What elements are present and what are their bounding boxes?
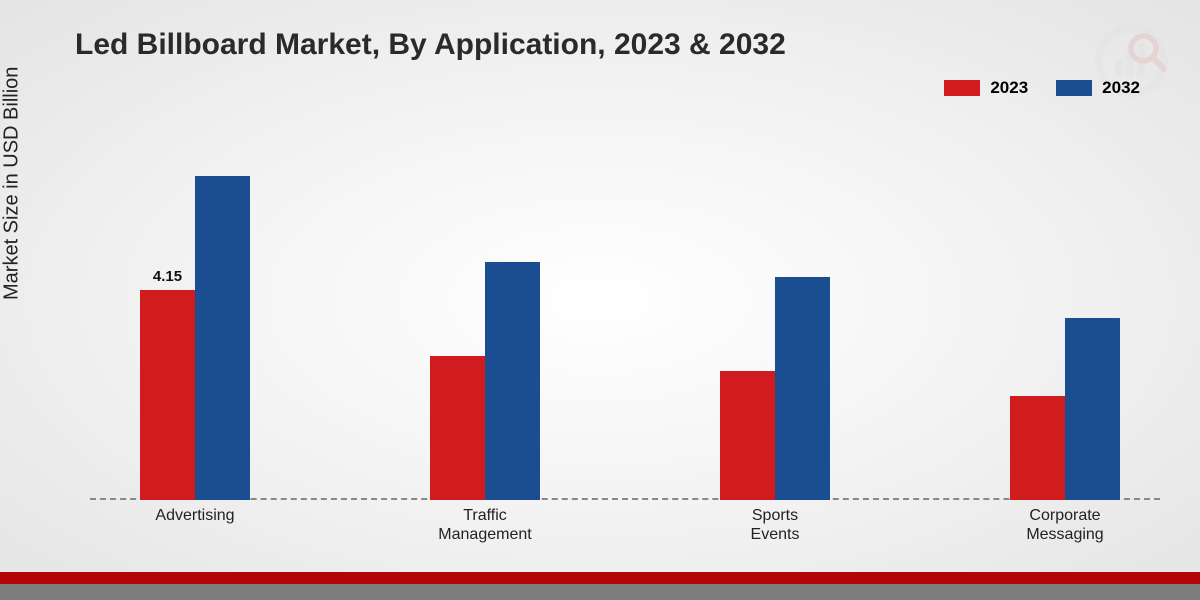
- bar-group: Corporate Messaging: [980, 318, 1150, 500]
- x-axis-category-label: Sports Events: [751, 506, 800, 544]
- legend-label-2032: 2032: [1102, 78, 1140, 98]
- x-axis-category-label: Corporate Messaging: [1026, 506, 1103, 544]
- bar-2032: [775, 277, 830, 500]
- legend-swatch-2032: [1056, 80, 1092, 96]
- legend-swatch-2023: [944, 80, 980, 96]
- chart-title: Led Billboard Market, By Application, 20…: [75, 28, 786, 62]
- chart-canvas: Led Billboard Market, By Application, 20…: [0, 0, 1200, 600]
- legend-item-2023: 2023: [944, 78, 1028, 98]
- bar-2023: [720, 371, 775, 500]
- bar-2032: [485, 262, 540, 500]
- legend-item-2032: 2032: [1056, 78, 1140, 98]
- bar-2032: [195, 176, 250, 500]
- footer-grey-stripe: [0, 584, 1200, 600]
- x-axis-category-label: Advertising: [155, 506, 234, 525]
- bar-2032: [1065, 318, 1120, 500]
- bar-group: Sports Events: [690, 277, 860, 500]
- bar-group: Traffic Management: [400, 262, 570, 500]
- bar-group: 4.15Advertising: [110, 176, 280, 500]
- plot-area: 4.15Advertising Traffic Management Sports …: [90, 120, 1160, 500]
- legend-label-2023: 2023: [990, 78, 1028, 98]
- bar-2023: 4.15: [140, 290, 195, 500]
- footer-bar: [0, 572, 1200, 600]
- x-axis-category-label: Traffic Management: [438, 506, 531, 544]
- bar-2023: [430, 356, 485, 500]
- legend: 2023 2032: [944, 78, 1140, 98]
- y-axis-label: Market Size in USD Billion: [1, 67, 24, 300]
- bar-value-label: 4.15: [153, 268, 182, 285]
- footer-red-stripe: [0, 572, 1200, 584]
- bar-2023: [1010, 396, 1065, 500]
